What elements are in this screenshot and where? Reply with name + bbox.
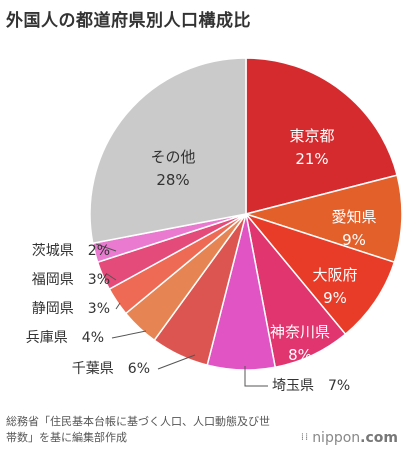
slice-label-slice-4: 神奈川県 — [270, 323, 330, 341]
slice-value-slice-1: 21% — [295, 150, 328, 168]
pie-slices — [89, 57, 403, 371]
leader-line-slice-6 — [157, 354, 196, 370]
brand-dots-icon: ⁞⁞ — [300, 432, 310, 443]
slice-label-slice-3: 大阪府 — [312, 266, 357, 284]
leader-line-slice-8 — [115, 302, 121, 310]
slice-label-slice-8: 静岡県 3% — [32, 301, 110, 317]
pie-slice-slice-3 — [243, 212, 396, 336]
slice-value-slice-4: 8% — [288, 346, 312, 364]
pie-slice-slice-1 — [245, 57, 399, 215]
chart-title: 外国人の都道府県別人口構成比 — [6, 11, 251, 31]
slice-label-slice-9: 福岡県 3% — [32, 272, 110, 288]
slice-value-slice-2: 9% — [342, 231, 366, 249]
pie-labels: 東京都 21% 愛知県 9% 大阪府 9% 神奈川県 8% 埼玉県 7% 千葉県 6% 兵庫県 4%… — [26, 127, 377, 394]
slice-label-slice-2: 愛知県 — [331, 208, 376, 226]
slice-label-slice-6: 千葉県 6% — [72, 361, 150, 377]
slice-label-slice-7: 兵庫県 4% — [26, 329, 104, 346]
pie-slice-slice-2 — [243, 174, 403, 264]
slice-label-slice-10: 茨城県 2% — [32, 243, 110, 259]
brand-domain: .com — [360, 430, 398, 446]
source-note: 総務省「住民基本台帳に基づく人口、人口動態及び世帯数」を基に編集部作成 — [6, 415, 270, 444]
pie-slice-slice-11 — [89, 57, 247, 245]
slice-label-slice-1: 東京都 — [289, 127, 334, 145]
leader-line-slice-10 — [95, 243, 117, 252]
slice-value-slice-3: 9% — [323, 289, 347, 307]
slice-label-slice-5: 埼玉県 7% — [272, 378, 350, 394]
leader-line-slice-9 — [106, 273, 117, 281]
brand-logo: ⁞⁞ nippon.com — [301, 430, 398, 446]
slice-value-slice-11: 28% — [156, 171, 189, 189]
brand-name: nippon — [312, 430, 361, 446]
leader-line-slice-7 — [111, 330, 147, 339]
slice-label-slice-11: その他 — [150, 148, 195, 166]
leader-line-slice-5 — [244, 366, 268, 387]
